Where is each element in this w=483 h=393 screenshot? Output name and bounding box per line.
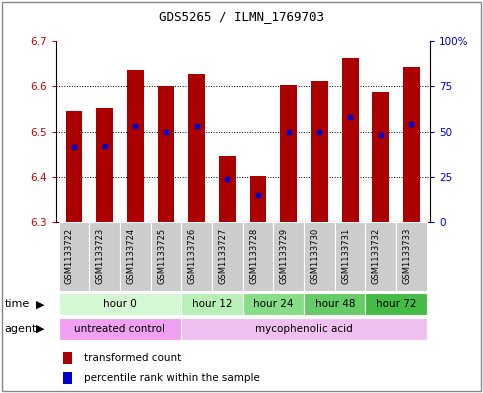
- Bar: [311, 81, 328, 222]
- Text: untreated control: untreated control: [74, 324, 166, 334]
- Bar: [212, 222, 243, 291]
- Text: hour 24: hour 24: [253, 299, 294, 309]
- Text: GSM1133725: GSM1133725: [157, 228, 166, 284]
- Bar: [58, 222, 89, 291]
- Bar: [66, 111, 83, 222]
- Text: GDS5265 / ILMN_1769703: GDS5265 / ILMN_1769703: [159, 10, 324, 23]
- Bar: [89, 222, 120, 291]
- Text: time: time: [5, 299, 30, 309]
- Bar: [58, 318, 181, 340]
- Text: hour 72: hour 72: [376, 299, 416, 309]
- Text: hour 12: hour 12: [192, 299, 232, 309]
- Text: GSM1133728: GSM1133728: [249, 228, 258, 284]
- Bar: [304, 222, 335, 291]
- Bar: [243, 293, 304, 315]
- Text: GSM1133722: GSM1133722: [65, 228, 74, 284]
- Text: GSM1133724: GSM1133724: [127, 228, 135, 284]
- Text: GSM1133730: GSM1133730: [311, 228, 319, 284]
- Bar: [127, 70, 144, 222]
- Bar: [250, 176, 267, 222]
- Text: hour 48: hour 48: [314, 299, 355, 309]
- Bar: [335, 222, 366, 291]
- Bar: [366, 222, 396, 291]
- Text: GSM1133727: GSM1133727: [218, 228, 227, 284]
- Text: percentile rank within the sample: percentile rank within the sample: [84, 373, 259, 383]
- Bar: [341, 57, 358, 222]
- Text: ▶: ▶: [36, 299, 45, 309]
- Text: ▶: ▶: [36, 324, 45, 334]
- Text: agent: agent: [5, 324, 37, 334]
- Bar: [219, 156, 236, 222]
- Bar: [243, 222, 273, 291]
- Text: GSM1133726: GSM1133726: [188, 228, 197, 284]
- Bar: [188, 74, 205, 222]
- Bar: [304, 293, 366, 315]
- Bar: [181, 293, 243, 315]
- Bar: [63, 352, 72, 364]
- Text: GSM1133733: GSM1133733: [402, 228, 412, 284]
- Bar: [96, 108, 113, 222]
- Text: GSM1133731: GSM1133731: [341, 228, 350, 284]
- Text: mycophenolic acid: mycophenolic acid: [255, 324, 353, 334]
- Bar: [403, 67, 420, 222]
- Bar: [273, 222, 304, 291]
- Text: GSM1133732: GSM1133732: [372, 228, 381, 284]
- Bar: [181, 222, 212, 291]
- Text: hour 0: hour 0: [103, 299, 137, 309]
- Bar: [157, 86, 174, 222]
- Text: transformed count: transformed count: [84, 353, 181, 363]
- Bar: [120, 222, 151, 291]
- Text: GSM1133723: GSM1133723: [96, 228, 105, 284]
- Bar: [58, 293, 181, 315]
- Bar: [63, 372, 72, 384]
- Bar: [372, 92, 389, 222]
- Bar: [181, 318, 427, 340]
- Bar: [396, 222, 427, 291]
- Text: GSM1133729: GSM1133729: [280, 228, 289, 284]
- Bar: [366, 293, 427, 315]
- Bar: [151, 222, 181, 291]
- Bar: [280, 85, 297, 222]
